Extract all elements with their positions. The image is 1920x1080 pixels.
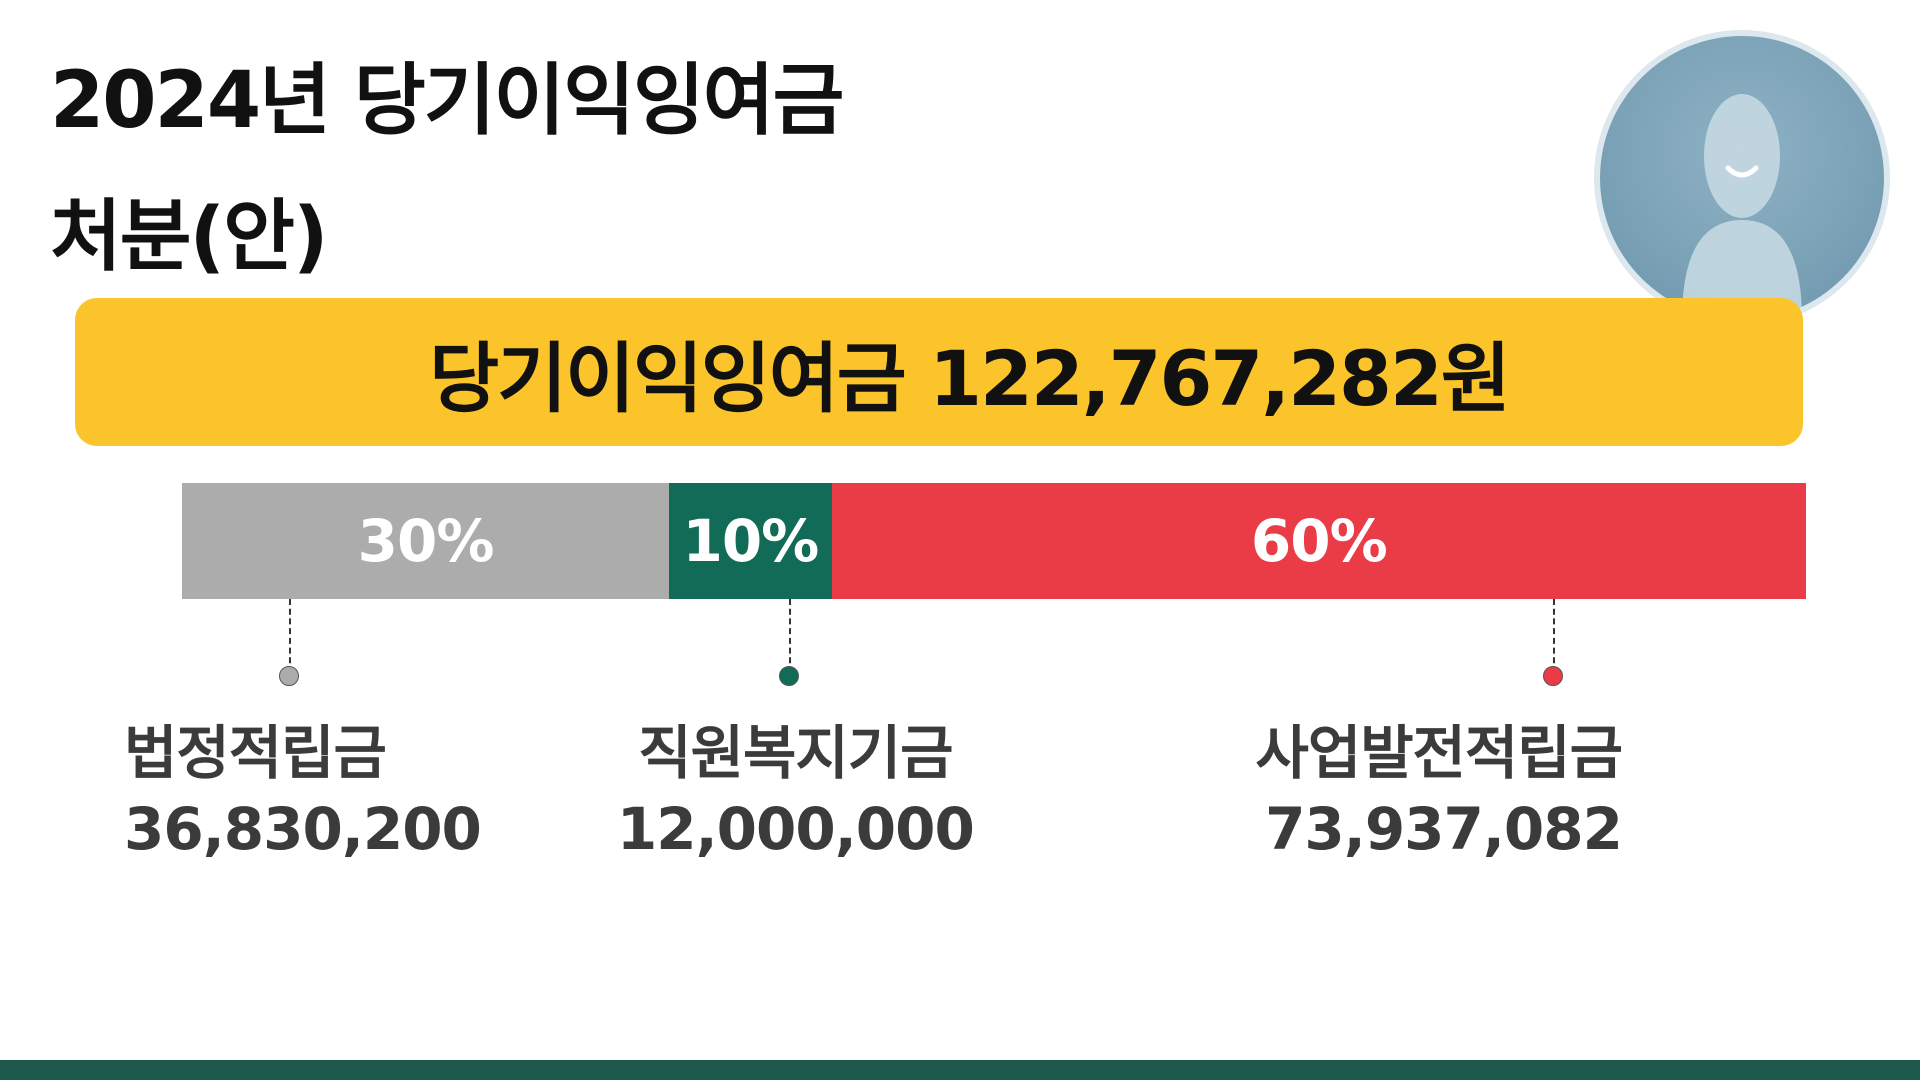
segment-amount-label: 12,000,000 (616, 795, 975, 863)
bar-segment-3: 60% (831, 483, 1806, 599)
bar-segment-percent-label: 30% (357, 507, 495, 575)
footer-band (0, 1060, 1920, 1080)
page-title-line-1: 2024년 당기이익잉여금 (50, 56, 844, 146)
bar-segment-percent-label: 10% (682, 507, 819, 575)
segment-name-label: 사업발전적립금 (1255, 719, 1623, 787)
segment-name-label: 직원복지기금 (638, 719, 953, 787)
bar-segment-percent-label: 60% (1250, 507, 1388, 575)
leader-dot (279, 666, 300, 686)
leader-dot (1542, 666, 1563, 686)
leader-line (789, 599, 792, 673)
bar-segment-2: 10% (669, 483, 832, 599)
segment-name-label: 법정적립금 (124, 719, 387, 787)
segment-amount-label: 73,937,082 (1265, 795, 1623, 863)
person-avatar-icon (1600, 36, 1884, 320)
total-retained-earnings-text: 당기이익잉여금 122,767,282원 (429, 334, 1510, 423)
bar-segment-1: 30% (182, 483, 670, 599)
page-title-line-2: 처분(안) (50, 192, 329, 282)
total-retained-earnings-banner: 당기이익잉여금 122,767,282원 (75, 298, 1803, 446)
allocation-stacked-bar: 30% 10% 60% (182, 483, 1806, 599)
leader-line (1552, 599, 1555, 673)
leader-dot (779, 666, 800, 686)
segment-amount-label: 36,830,200 (124, 795, 482, 863)
leader-line (289, 599, 292, 673)
